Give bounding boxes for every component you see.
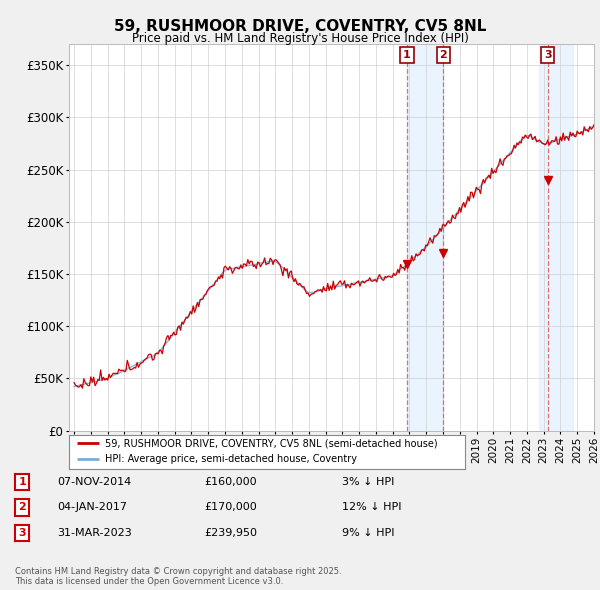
Text: Price paid vs. HM Land Registry's House Price Index (HPI): Price paid vs. HM Land Registry's House … [131,32,469,45]
Text: 2: 2 [18,503,26,512]
Text: £239,950: £239,950 [204,528,257,537]
Bar [407,44,443,431]
Text: 07-NOV-2014: 07-NOV-2014 [57,477,131,487]
Text: £170,000: £170,000 [204,503,257,512]
Text: HPI: Average price, semi-detached house, Coventry: HPI: Average price, semi-detached house,… [104,454,356,464]
Text: £160,000: £160,000 [204,477,257,487]
Text: 3: 3 [19,528,26,537]
Text: 04-JAN-2017: 04-JAN-2017 [57,503,127,512]
Text: 1: 1 [18,477,26,487]
Text: 2: 2 [439,50,447,60]
Text: 1: 1 [403,50,411,60]
Text: 31-MAR-2023: 31-MAR-2023 [57,528,132,537]
Text: Contains HM Land Registry data © Crown copyright and database right 2025.
This d: Contains HM Land Registry data © Crown c… [15,567,341,586]
Text: 3% ↓ HPI: 3% ↓ HPI [342,477,394,487]
Text: 9% ↓ HPI: 9% ↓ HPI [342,528,395,537]
Text: 3: 3 [544,50,551,60]
Bar [539,44,573,431]
Text: 59, RUSHMOOR DRIVE, COVENTRY, CV5 8NL: 59, RUSHMOOR DRIVE, COVENTRY, CV5 8NL [114,19,486,34]
Text: 12% ↓ HPI: 12% ↓ HPI [342,503,401,512]
Text: 59, RUSHMOOR DRIVE, COVENTRY, CV5 8NL (semi-detached house): 59, RUSHMOOR DRIVE, COVENTRY, CV5 8NL (s… [104,438,437,448]
